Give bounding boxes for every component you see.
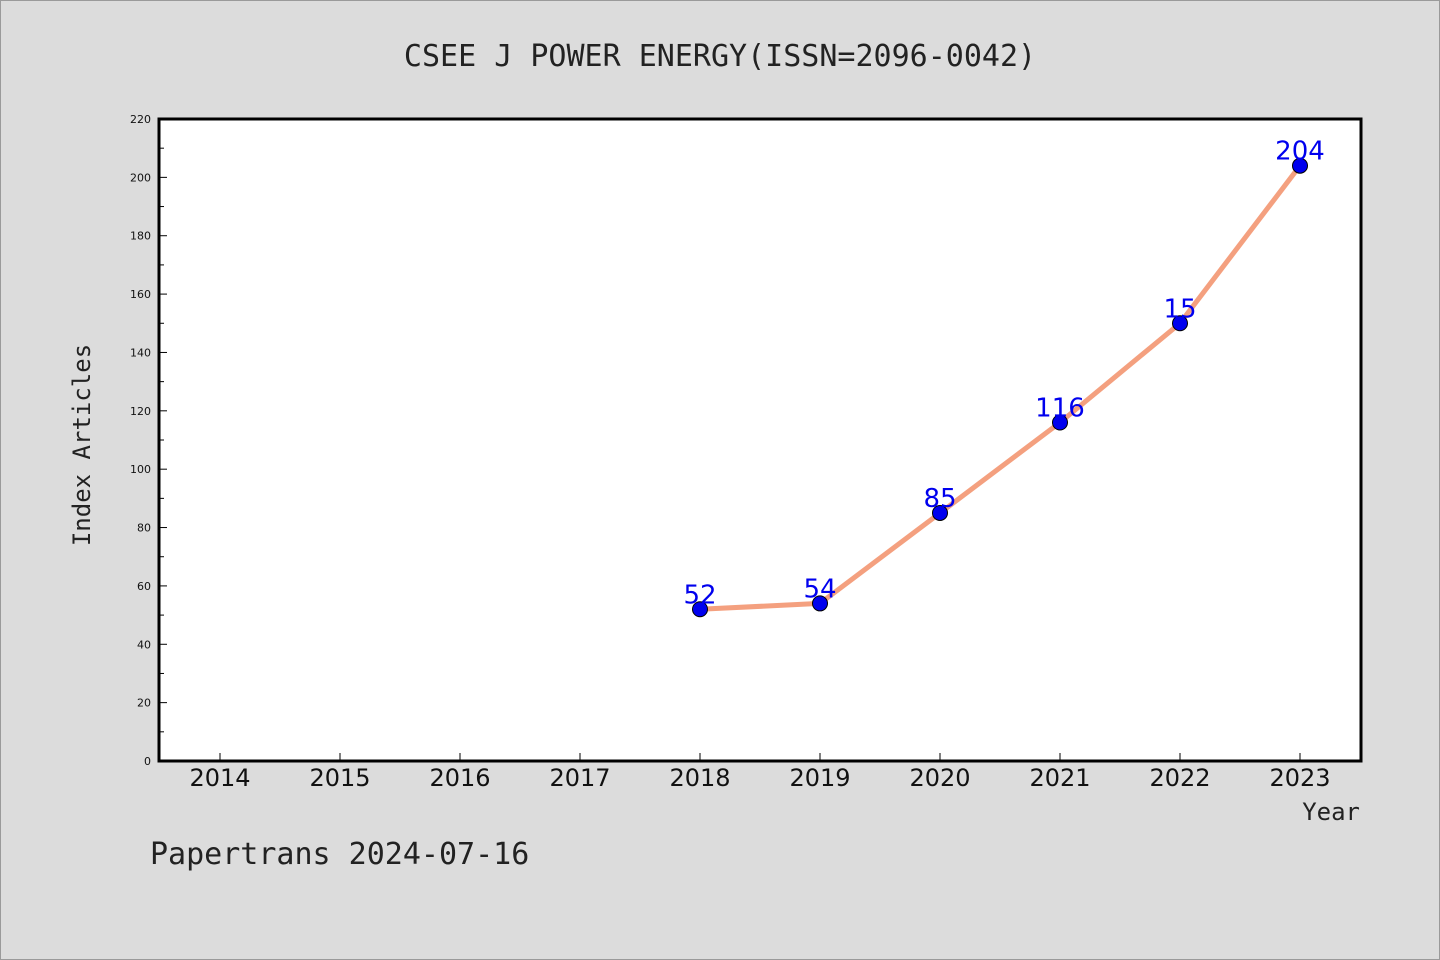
y-tick-label: 60 [137,580,151,593]
data-point [812,595,828,612]
x-tick-label: 2016 [429,764,490,792]
x-tick-label: 2017 [549,764,610,792]
data-point [932,504,948,521]
footer-text: Papertrans 2024-07-16 [150,837,529,872]
data-point [692,601,708,618]
data-label: 52 [683,580,716,610]
x-tick-label: 2020 [909,764,970,792]
x-tick-label: 2019 [789,764,850,792]
x-tick-label: 2021 [1029,764,1090,792]
x-tick-label: 2015 [309,764,370,792]
y-tick-label: 0 [144,755,151,768]
x-tick-label: 2022 [1149,764,1210,792]
x-tick-label: 2018 [669,764,730,792]
data-label: 54 [803,574,836,604]
y-tick-label: 40 [137,638,151,651]
y-tick-label: 120 [130,405,151,418]
y-tick-label: 100 [130,463,151,476]
series-line [699,164,1302,612]
data-label: 15 [1163,294,1196,324]
x-tick-label: 2014 [189,764,250,792]
x-axis: 2014 2015 2016 2017 2018 2019 2020 2021 2022 2023 [189,753,1331,792]
data-label: 204 [1275,137,1325,167]
y-tick-label: 180 [130,230,151,243]
y-axis-label: Index Articles [68,344,96,546]
data-point [1292,157,1308,174]
data-point [1172,315,1188,332]
data-label: 85 [923,484,956,514]
plot-area [157,117,1363,763]
y-tick-label: 220 [130,113,151,126]
y-tick-label: 160 [130,288,151,301]
data-label: 116 [1035,393,1085,423]
data-point [1052,414,1068,431]
chart-title: CSEE J POWER ENERGY(ISSN=2096-0042) [404,39,1036,74]
y-axis: 0 20 40 60 80 100 120 140 160 180 200 220 [130,113,167,768]
y-tick-label: 200 [130,171,151,184]
x-axis-label: Year [1302,798,1360,826]
y-tick-label: 140 [130,346,151,359]
x-tick-label: 2023 [1269,764,1330,792]
y-tick-label: 80 [137,522,151,535]
series-layer: 52 54 85 116 15 204 [683,137,1325,618]
y-tick-label: 20 [137,697,151,710]
